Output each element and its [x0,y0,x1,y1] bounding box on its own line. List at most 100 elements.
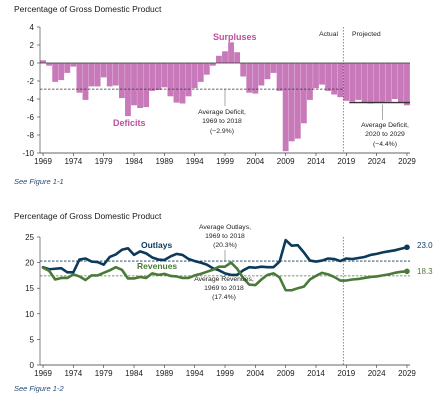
deficit-bar [173,63,180,103]
deficit-bar [367,63,374,104]
deficit-bar [137,63,143,108]
deficit-bar [82,63,89,100]
chart2-x-tick-label: 2009 [277,369,295,378]
chart2-y-tick-label: 25 [25,233,34,242]
deficit-bar [252,63,259,94]
deficit-chart: Percentage of Gross Domestic Product 420… [14,4,416,186]
chart2-y-tick-label: 10 [25,310,34,319]
avg-revenues-line1: Average Revenues, [194,276,254,283]
average-outlays-annotation: Average Outlays, 1969 to 2018 (20.3%) [199,224,251,249]
deficit-bar [216,55,222,63]
chart1-y-tick-label: -4 [27,95,35,104]
deficit-bar [58,63,65,81]
avg-outlays-line2: 1969 to 2018 [205,233,245,240]
actual-label: Actual [319,31,338,38]
deficit-bar [46,63,53,66]
deficit-bar [88,63,95,87]
chart1-x-ticks: 1969 1974 1979 1984 1989 1994 1999 2004 2009 2014… [34,153,416,166]
outlays-line [41,238,409,277]
chart1-y-tick-label: 2 [30,41,35,50]
deficit-bar [307,63,313,100]
revenues-end-value: 18.3 [417,267,433,276]
chart2-x-tick-label: 1969 [34,369,52,378]
avg-deficit-1-line1: Average Deficit, [198,109,246,116]
deficit-bar [355,63,362,100]
deficit-bar [258,63,265,86]
chart2-y-tick-label: 15 [25,284,34,293]
deficit-bar [112,63,119,86]
revenues-series-label: Revenues [137,261,177,271]
chart2-figure-note[interactable]: See Figure 1-2 [14,384,64,393]
average-deficit-2020-2029-annotation: Average Deficit, 2020 to 2029 (−4.4%) [361,122,409,148]
deficit-bar [106,63,113,87]
deficit-bar [319,63,325,85]
deficit-bar [197,63,204,82]
chart1-x-tick-label: 1989 [155,157,173,166]
deficit-bar [325,63,332,91]
chart1-x-tick-label: 1984 [125,157,143,166]
outlays-revenues-chart: Percentage of Gross Domestic Product 25 2… [14,211,433,393]
deficit-bar [373,63,380,103]
chart1-x-tick-label: 2024 [368,157,386,166]
chart2-x-tick-label: 2029 [398,369,416,378]
chart1-figure-note[interactable]: See Figure 1-1 [14,177,64,186]
deficit-bar [343,63,350,101]
avg-deficit-2-line3: (−4.4%) [373,141,397,148]
deficit-bar [203,63,210,75]
avg-deficit-2-line2: 2020 to 2029 [365,131,405,138]
deficit-bar [179,63,186,104]
avg-deficit-1-line2: 1969 to 2018 [202,118,242,125]
deficit-bar [270,63,277,73]
chart1-y-ticks: 4 2 0 -2 -4 -6 -8 -10 [22,23,40,158]
deficit-bar [143,63,150,108]
chart1-x-tick-label: 1979 [95,157,113,166]
deficit-bar [222,51,228,63]
deficit-bar [209,63,216,66]
deficit-bar [276,63,283,91]
deficit-bar [288,63,295,142]
chart2-axes [39,237,410,366]
revenues-line [41,261,409,292]
deficit-bar [167,63,174,97]
deficit-bar [391,63,398,99]
deficit-bar [385,63,392,102]
deficit-bar [52,63,59,82]
deficit-bar [282,63,289,152]
deficit-bar [228,42,234,63]
deficit-bar [100,63,107,78]
avg-outlays-line1: Average Outlays, [199,224,251,231]
chart2-y-tick-label: 20 [25,259,34,268]
chart1-x-tick-label: 2009 [277,157,295,166]
deficit-bar [161,63,168,88]
outlays-series-label: Outlays [141,240,172,250]
chart2-x-tick-label: 1984 [125,369,143,378]
surpluses-label: Surpluses [213,32,257,42]
chart1-y-tick-label: 0 [30,59,35,68]
deficit-bar [131,63,137,106]
chart1-x-tick-label: 2004 [246,157,264,166]
chart2-x-tick-label: 1989 [155,369,173,378]
chart1-x-tick-label: 1999 [216,157,234,166]
deficit-bar [246,63,253,93]
outlays-end-value: 23.0 [417,241,433,250]
chart2-x-tick-label: 1994 [186,369,204,378]
deficit-bar [155,63,162,90]
deficit-bar [404,63,410,106]
chart1-x-tick-label: 1974 [64,157,82,166]
deficit-bar [331,63,338,95]
chart1-y-axis-title: Percentage of Gross Domestic Product [14,4,162,14]
avg-deficit-1-line3: (−2.9%) [210,128,234,135]
deficit-bar [149,63,156,91]
deficits-label: Deficits [113,118,146,128]
chart1-x-tick-label: 2014 [307,157,325,166]
chart2-y-axis-title: Percentage of Gross Domestic Product [14,211,162,221]
chart2-y-tick-label: 5 [30,335,35,344]
deficit-bar [94,63,101,87]
chart1-y-tick-label: -2 [27,77,35,86]
chart2-x-tick-label: 2004 [246,369,264,378]
deficit-bar [264,63,271,80]
deficit-bar [397,63,404,103]
deficit-bar [118,63,125,99]
deficit-bar [40,60,46,63]
